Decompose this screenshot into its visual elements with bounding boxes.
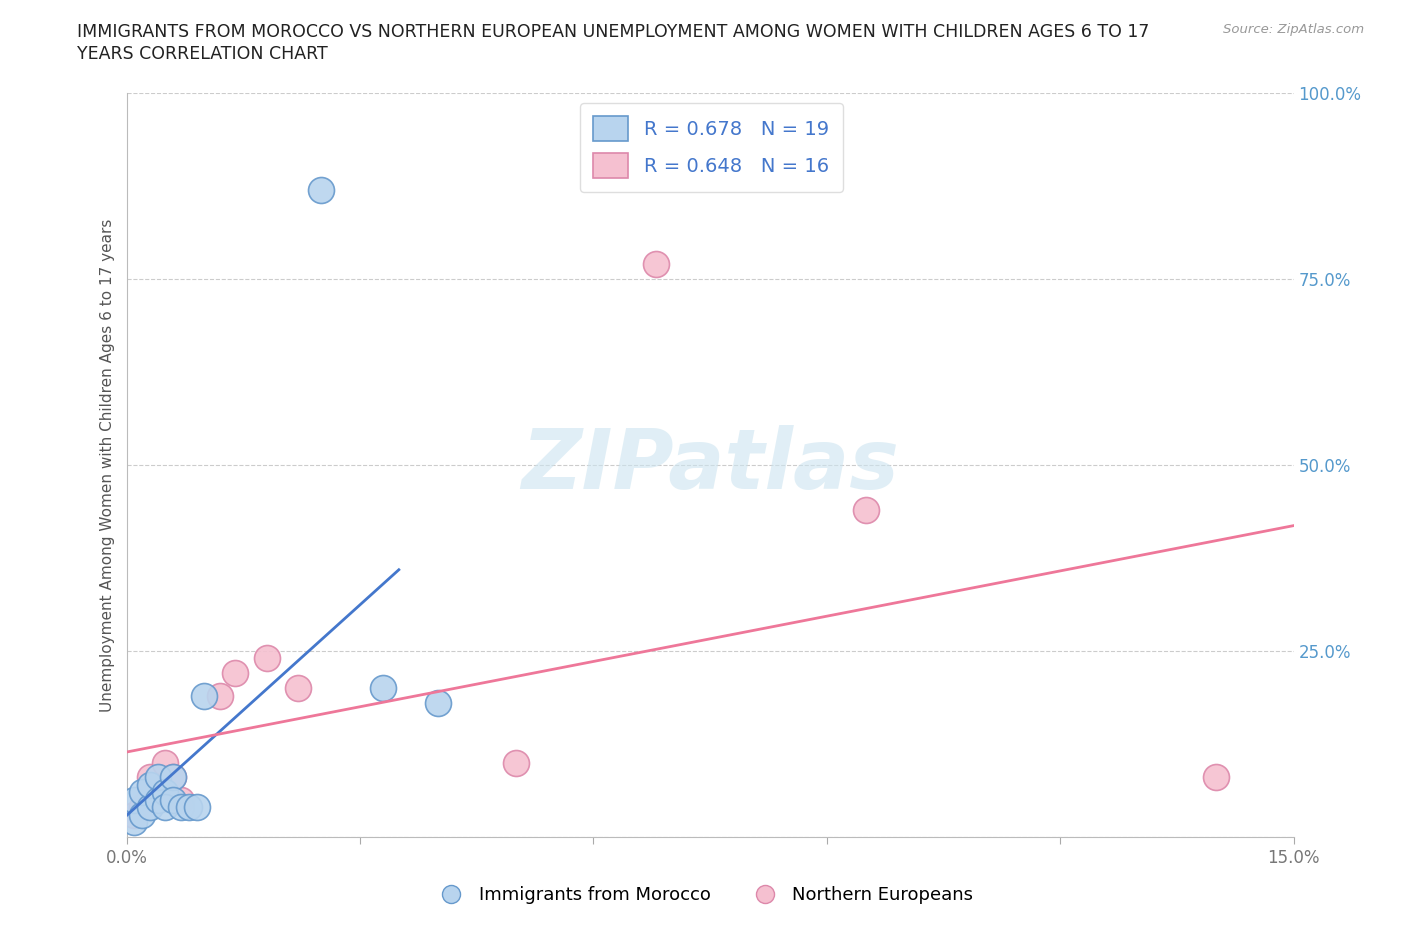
Point (224, 666, 246, 681)
Point (309, 182, 332, 197)
Point (256, 651, 278, 666)
Point (644, 257, 666, 272)
Point (1205, 770, 1227, 785)
Point (139, 770, 162, 785)
Point (177, 800, 200, 815)
Point (139, 785, 162, 800)
Point (170, 792, 193, 807)
Point (146, 785, 169, 800)
Point (124, 815, 146, 830)
Point (146, 770, 169, 785)
Point (170, 800, 193, 815)
Text: YEARS CORRELATION CHART: YEARS CORRELATION CHART (77, 45, 328, 62)
Text: Source: ZipAtlas.com: Source: ZipAtlas.com (1223, 23, 1364, 36)
Point (505, 755, 527, 770)
Point (162, 792, 184, 807)
Point (373, 681, 395, 696)
Legend: Immigrants from Morocco, Northern Europeans: Immigrants from Morocco, Northern Europe… (426, 879, 980, 911)
Point (124, 792, 146, 807)
Point (287, 681, 309, 696)
Point (208, 688, 231, 703)
Point (186, 800, 208, 815)
Legend: R = 0.678   N = 19, R = 0.648   N = 16: R = 0.678 N = 19, R = 0.648 N = 16 (579, 102, 842, 192)
Point (162, 770, 184, 785)
Point (155, 800, 177, 815)
Point (131, 800, 153, 815)
Text: ZIPatlas: ZIPatlas (522, 424, 898, 506)
Point (139, 800, 162, 815)
Point (162, 770, 184, 785)
Point (426, 696, 449, 711)
Point (139, 777, 162, 792)
Point (193, 688, 215, 703)
Point (146, 792, 169, 807)
Point (131, 785, 153, 800)
Y-axis label: Unemployment Among Women with Children Ages 6 to 17 years: Unemployment Among Women with Children A… (100, 219, 115, 711)
Point (155, 785, 177, 800)
Point (131, 807, 153, 822)
Point (855, 502, 877, 517)
Point (155, 755, 177, 770)
Text: IMMIGRANTS FROM MOROCCO VS NORTHERN EUROPEAN UNEMPLOYMENT AMONG WOMEN WITH CHILD: IMMIGRANTS FROM MOROCCO VS NORTHERN EURO… (77, 23, 1150, 41)
Point (124, 807, 146, 822)
